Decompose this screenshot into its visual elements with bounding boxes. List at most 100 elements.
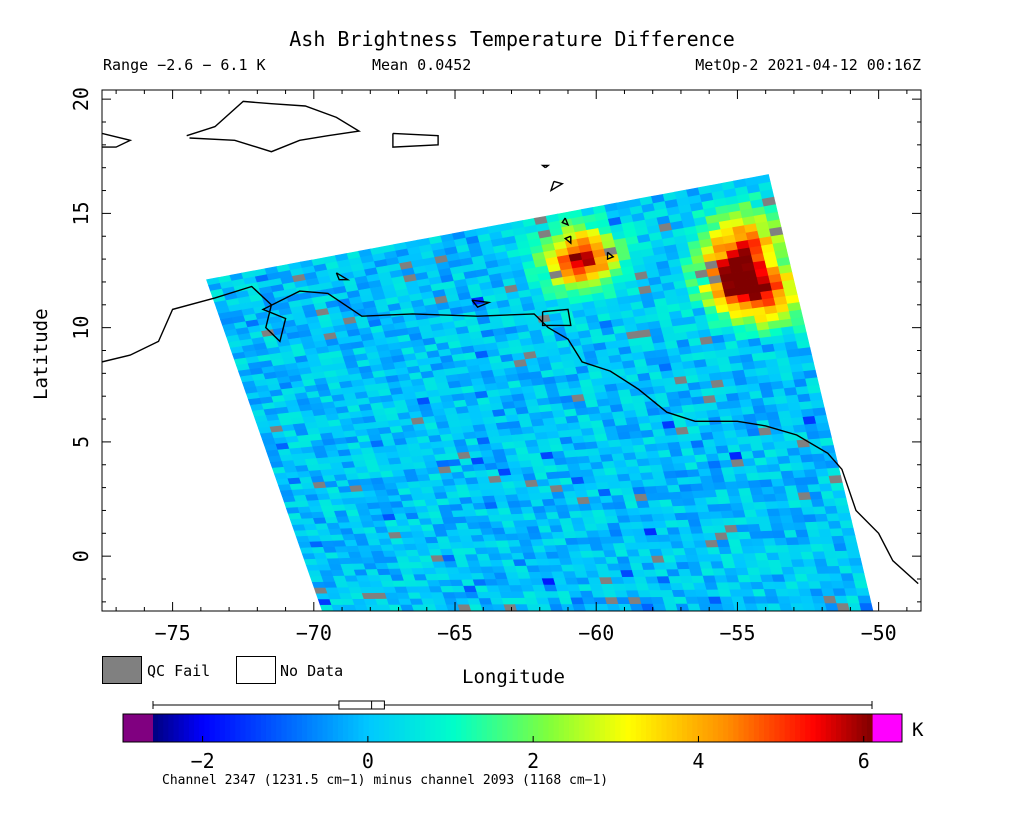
swath-cell — [788, 455, 803, 464]
swath-cell — [822, 498, 837, 508]
swath-cell — [409, 487, 424, 495]
swath-cell — [497, 468, 512, 477]
swath-cell — [493, 494, 508, 503]
swath-cell — [354, 466, 370, 474]
swath-cell — [418, 480, 434, 489]
swath-cell — [595, 523, 610, 532]
swath-cell — [389, 463, 405, 472]
swath-cell — [819, 437, 834, 447]
colorbar-segment — [620, 714, 627, 742]
swath-cell — [497, 585, 512, 593]
swath-cell — [499, 434, 514, 444]
swath-cell — [791, 514, 806, 524]
swath-cell — [536, 479, 551, 488]
swath-cell — [572, 604, 587, 611]
swath-cell — [411, 568, 426, 576]
swath-cell — [691, 396, 706, 406]
swath-cell — [453, 592, 468, 600]
swath-cell — [372, 520, 388, 528]
coastline-segment — [102, 132, 133, 148]
colorbar-segment — [630, 714, 637, 742]
swath-cell — [644, 400, 659, 410]
swath-cell — [466, 560, 482, 568]
swath-cell — [583, 604, 598, 611]
swath-cell — [397, 450, 412, 459]
swath-cell — [614, 508, 630, 517]
colorbar-segment — [517, 714, 524, 742]
swath-cell — [505, 454, 520, 463]
swath-cell — [328, 492, 343, 500]
swath-cell — [553, 577, 568, 586]
colorbar-segment — [209, 714, 216, 742]
no-data-label: No Data — [280, 662, 344, 680]
y-tick-label: 15 — [69, 201, 93, 225]
swath-cell — [359, 515, 374, 523]
swath-cell — [653, 478, 668, 487]
swath-cell — [438, 504, 453, 513]
swath-cell — [597, 529, 612, 538]
swath-cell — [587, 577, 602, 585]
swath-cell — [632, 486, 647, 495]
swath-cell — [664, 384, 679, 394]
swath-cell — [638, 465, 653, 474]
swath-cell — [580, 427, 595, 437]
swath-cell — [551, 571, 566, 579]
swath-cell — [418, 555, 434, 563]
swath-cell — [636, 500, 651, 509]
swath-cell — [312, 481, 328, 490]
swath-cell — [476, 591, 491, 599]
swath-cell — [424, 460, 439, 469]
swath-cell — [732, 466, 747, 475]
swath-cell — [569, 428, 584, 438]
swath-cell — [767, 603, 782, 611]
swath-cell — [470, 457, 485, 466]
swath-cell — [403, 468, 418, 477]
swath-cell — [559, 436, 574, 445]
colorbar-segment — [343, 714, 349, 742]
colorbar-segment — [317, 714, 324, 742]
swath-cell — [565, 456, 580, 465]
swath-cell — [719, 415, 734, 425]
swath-cell — [670, 498, 685, 507]
swath-cell — [567, 463, 582, 472]
swath-cell — [739, 398, 754, 409]
swath-cell — [660, 548, 675, 557]
swath-cell — [362, 453, 377, 461]
swath-cell — [809, 491, 824, 501]
swath-cell — [684, 505, 699, 514]
swath-cell — [630, 521, 645, 530]
swath-cell — [620, 528, 635, 537]
swath-cell — [662, 555, 677, 564]
swath-cell — [607, 439, 622, 448]
swath-cell — [534, 431, 549, 441]
swath-cell — [486, 547, 501, 555]
swath-cell — [590, 420, 605, 429]
swath-cell — [801, 362, 816, 372]
swath-cell — [649, 464, 664, 473]
swath-cell — [671, 455, 686, 465]
swath-cell — [505, 572, 520, 580]
swath-cell — [451, 471, 466, 480]
swath-cell — [428, 511, 443, 519]
swath-cell — [742, 413, 758, 423]
swath-cell — [857, 595, 872, 604]
swath-cell — [599, 454, 615, 463]
swath-cell — [388, 531, 403, 540]
colorbar-tick-label: 6 — [858, 749, 870, 773]
swath-cell — [309, 541, 324, 549]
swath-cell — [670, 541, 685, 550]
colorbar-segment — [230, 714, 236, 742]
swath-cell — [480, 604, 495, 611]
swath-cell — [619, 438, 634, 448]
swath-cell — [433, 453, 449, 462]
swath-cell — [478, 560, 493, 568]
colorbar-segment — [589, 714, 596, 742]
swath-cell — [553, 416, 568, 425]
swath-cell — [675, 426, 690, 436]
colorbar-segment — [245, 714, 252, 742]
swath-cell — [297, 541, 313, 549]
swath-cell — [637, 549, 652, 557]
swath-cell — [570, 476, 586, 485]
swath-cell — [314, 487, 330, 495]
swath-cell — [543, 584, 558, 592]
